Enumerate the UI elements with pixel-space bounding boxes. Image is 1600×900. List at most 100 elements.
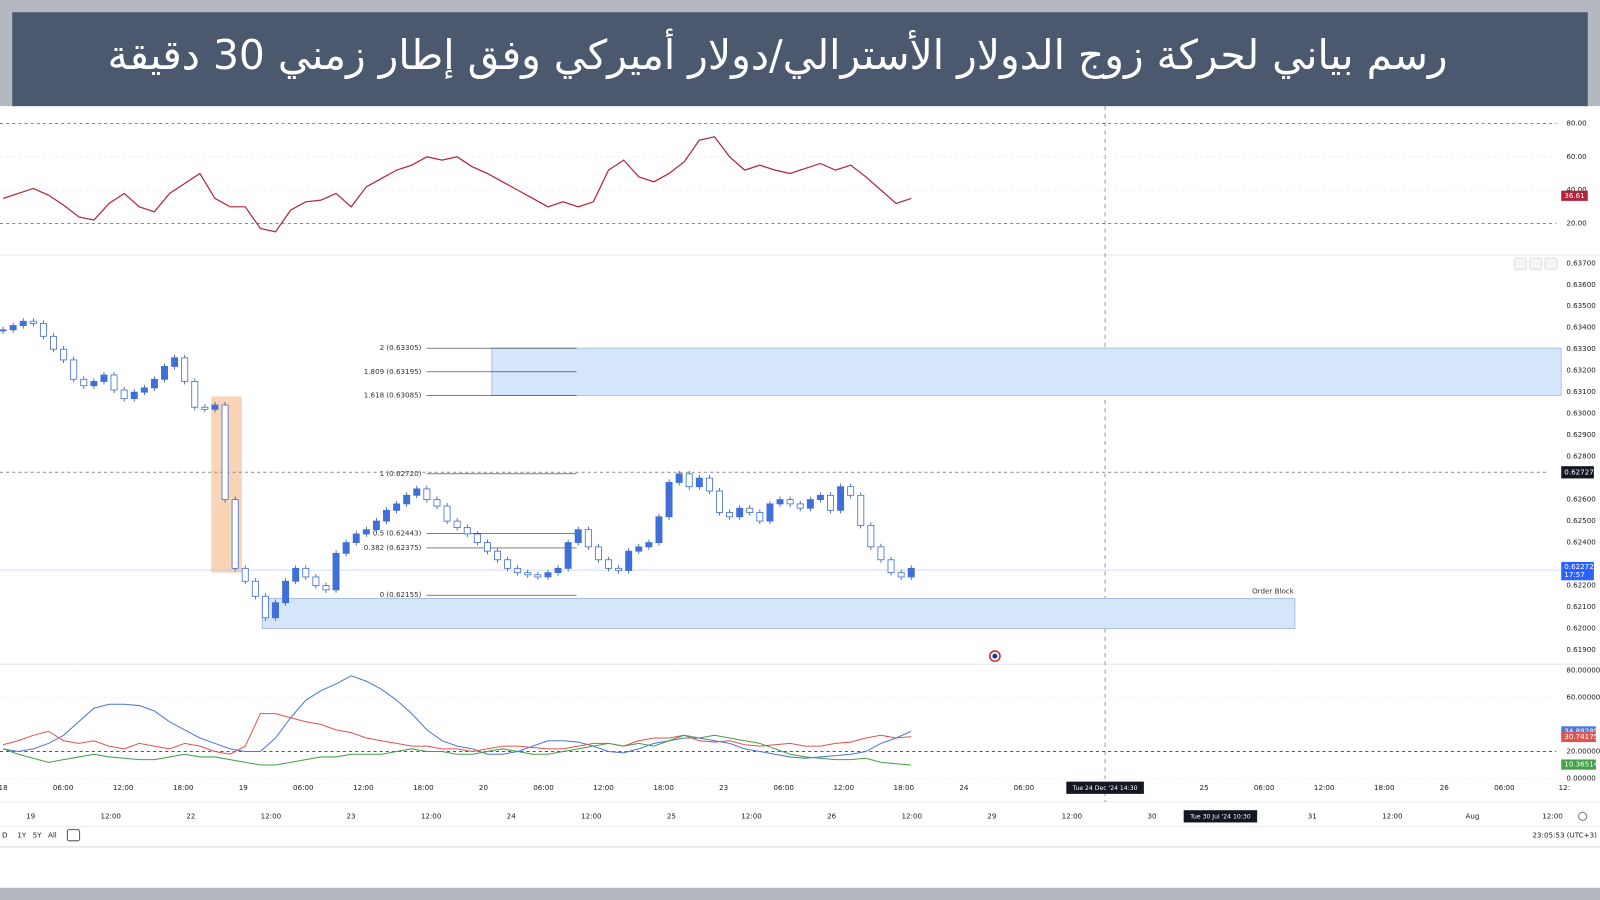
price-tick-label: 0.62600 [1566,495,1596,504]
clock: 23:05:53 (UTC+3) [1532,831,1597,840]
candle-body [130,391,138,400]
price-tick-label: 0.63200 [1566,366,1596,375]
candle-body [584,529,592,548]
candle-body [564,542,572,569]
reset-button[interactable] [1544,257,1558,270]
candle-body [0,329,7,332]
range-button[interactable]: 1Y [17,831,27,840]
price-tick-label: 0.63400 [1566,323,1596,332]
date-label: 12:00 [100,811,121,820]
price-tick-label: 0.63100 [1566,387,1596,396]
price-tick-label: 0.61900 [1566,645,1596,654]
candle-body [413,488,421,496]
candle-body [342,542,350,554]
date-label: 30 [1148,811,1158,820]
candle-body [39,323,47,337]
date-label: 12:00 [421,811,442,820]
date-label: 26 [827,811,837,820]
adx-tick-label: 20.00000 [1566,747,1600,756]
candle-body [847,486,855,496]
candle-body [574,529,582,543]
date-label: 31 [1308,811,1317,820]
adx-last-box [1561,731,1596,743]
time-label: 18:00 [173,783,194,792]
date-label: 12:00 [1382,811,1403,820]
time-label: 06:00 [533,783,554,792]
time-label: 12:00 [1314,783,1335,792]
candle-body [282,580,290,604]
candle-body [443,505,451,522]
event-flag-inner [992,653,998,659]
title-banner [12,12,1588,107]
candle-body [827,494,834,511]
crosshair-time-box [1066,781,1144,794]
time-label: 26 [1440,783,1450,792]
date-label: 12:00 [901,811,922,820]
crosshair-time-label: Tue 24 Dec '24 14:30 [1072,785,1138,792]
candle-body [867,524,875,548]
time-label: 18:00 [894,783,915,792]
candle-body [302,567,310,578]
candle-body [90,381,98,387]
candle-body [161,365,168,380]
candle-body [756,512,764,522]
candle-body [9,325,17,331]
adx-tick-label: 60.00000 [1566,692,1600,701]
candle-body [100,374,108,382]
candle-body [685,473,693,488]
date-label: 29 [987,811,997,820]
candle-body [201,406,209,410]
candle-body [605,559,612,569]
price-tick-label: 0.63700 [1566,258,1596,267]
price-tick-label: 0.63000 [1566,409,1596,418]
candle-body [393,503,401,511]
candle-body [433,499,441,507]
settings-button[interactable] [1578,811,1588,821]
rsi-tick-label: 20.00 [1566,218,1587,227]
price-tick-label: 0.63600 [1566,280,1596,289]
date-label: 12:00 [1062,811,1083,820]
candle-body [372,520,380,531]
candle-body [796,503,804,509]
price-tick-label: 0.63300 [1566,344,1596,353]
adx-last-label: 34.89289 [1564,726,1598,735]
candle-body [150,378,158,389]
price-tick-label: 0.63500 [1566,301,1596,310]
candle-body [312,576,320,586]
candle-body [635,546,643,552]
range-button[interactable]: 5Y [33,831,43,840]
time-label: 12: [1559,783,1570,792]
fib-level-label: 1.618 (0.63085) [364,390,422,399]
candle-body [716,490,723,513]
fib-level-label: 1.809 (0.63195) [364,367,422,376]
date-range-button[interactable] [66,829,81,842]
candle-body [60,348,68,361]
range-button[interactable]: All [48,831,57,840]
price-tick-label: 0.62500 [1566,516,1596,525]
rsi-last-box [1561,190,1588,201]
fib-level-label: 2 (0.63305) [380,343,422,352]
adx-line [2,734,912,766]
candle-body [383,509,390,522]
candle-body [746,507,754,513]
scroll-down-button[interactable] [1529,257,1543,270]
scroll-up-button[interactable] [1513,257,1528,270]
candle-body [705,477,713,492]
candle-body [806,499,814,509]
candle-body [816,494,824,501]
range-button[interactable]: D [2,831,8,840]
adx-line [2,713,912,755]
candle-body [554,567,562,574]
candle-body [544,572,552,578]
candle-body [423,488,431,501]
candle-body [695,477,703,488]
candle-body [887,559,895,574]
candle-body [292,567,300,582]
candle-body [29,320,37,324]
candle-body [907,567,915,578]
date-label: 19 [26,811,36,820]
candle-body [494,550,501,561]
candle-body [110,374,118,391]
date-label: 25 [667,811,676,820]
